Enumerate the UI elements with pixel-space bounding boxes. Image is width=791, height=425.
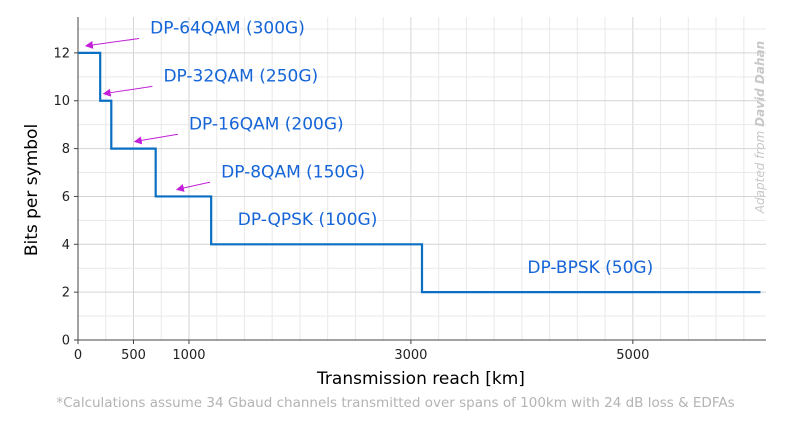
- annotation-layer: DP-64QAM (300G) DP-32QAM (250G) DP-16QAM (…: [84, 19, 653, 278]
- annotation-arrow: [175, 181, 211, 192]
- y-tick-label: 6: [62, 190, 70, 205]
- x-tick-label: 5000: [616, 348, 649, 363]
- annotation-label: DP-16QAM (200G): [189, 114, 344, 134]
- annotation-arrow: [84, 38, 140, 49]
- x-tick-label: 3000: [394, 348, 427, 363]
- annotation-arrow: [102, 85, 153, 97]
- annotation-label: DP-BPSK (50G): [527, 258, 653, 278]
- x-tick-label: 0: [74, 348, 82, 363]
- y-tick-label: 8: [62, 142, 70, 157]
- annotation-arrow: [133, 133, 178, 145]
- annotation-label: DP-QPSK (100G): [238, 210, 378, 230]
- annotation-label: DP-64QAM (300G): [150, 19, 305, 39]
- y-axis-title: Bits per symbol: [22, 124, 42, 256]
- annotation-label: DP-8QAM (150G): [221, 162, 365, 182]
- annotation-label: DP-32QAM (250G): [163, 67, 318, 87]
- credit-author: David Dahan: [753, 40, 767, 127]
- grid-lines: [78, 17, 766, 340]
- data-series-line: [78, 51, 761, 294]
- y-tick-label: 0: [62, 334, 70, 349]
- y-tick-label: 10: [53, 94, 70, 109]
- x-tick-label: 500: [121, 348, 146, 363]
- footnote: *Calculations assume 34 Gbaud channels t…: [56, 395, 735, 411]
- credit-prefix: Adapted from: [753, 126, 767, 214]
- y-tick-label: 2: [62, 286, 70, 301]
- series-layer: [78, 51, 761, 294]
- x-tick-label: 1000: [172, 348, 205, 363]
- y-tick-label: 4: [62, 238, 70, 253]
- x-axis-title: Transmission reach [km]: [316, 369, 525, 389]
- y-tick-label: 12: [53, 46, 70, 61]
- tick-labels: 0 500 1000 3000 5000 0 2 4 6 8 10 12: [53, 46, 649, 363]
- axes: [77, 17, 766, 341]
